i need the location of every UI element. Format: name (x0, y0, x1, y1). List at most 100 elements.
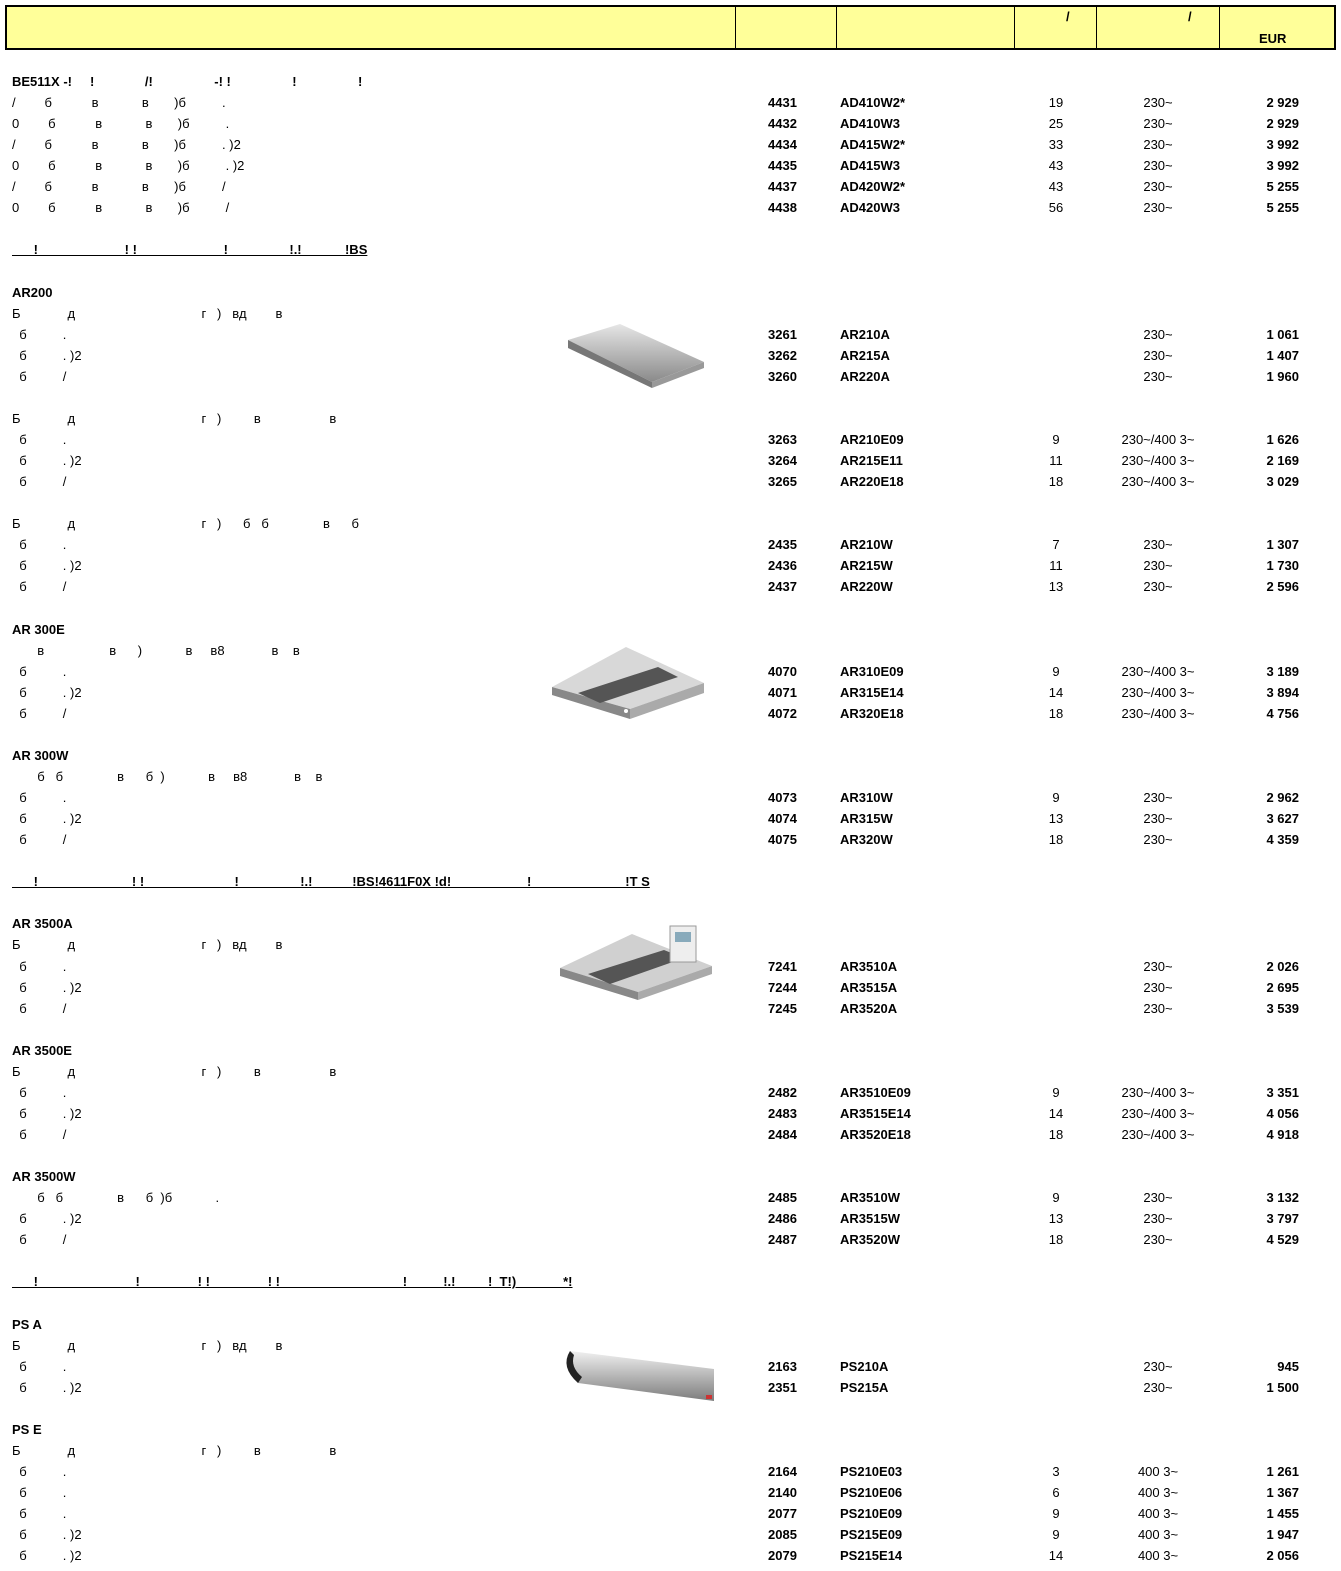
model: AR220A (840, 368, 890, 384)
price: 3 992 (1266, 158, 1299, 174)
article-code: 7245 (768, 1000, 797, 1016)
price: 2 026 (1266, 958, 1299, 974)
voltage: 230~ (1143, 979, 1173, 995)
group-title: BE511X -! ! /! -! ! ! ! (12, 74, 363, 89)
price: 5 255 (1266, 179, 1299, 195)
article-code: 2077 (768, 1506, 797, 1522)
voltage: 230~ (1143, 158, 1173, 174)
voltage: 230~ (1143, 1358, 1173, 1374)
model: AR310W (840, 790, 893, 806)
power: 9 (1052, 1084, 1060, 1100)
description: б . (12, 958, 67, 974)
description: б . )2 (12, 1105, 82, 1121)
col-sep (1219, 7, 1220, 48)
group-title: AR 300W (12, 747, 69, 763)
price: 1 261 (1266, 1463, 1299, 1479)
power: 13 (1048, 811, 1064, 827)
voltage: 230~ (1143, 790, 1173, 806)
voltage: 230~ (1143, 200, 1173, 216)
power: 14 (1048, 684, 1064, 700)
group-title: AR 3500E (12, 1042, 72, 1058)
description: б б в б ) в в8 в в (12, 768, 323, 784)
col-sep (1096, 7, 1097, 48)
power: 18 (1048, 1232, 1064, 1248)
description: б / (12, 832, 67, 848)
voltage: 230~ (1143, 958, 1173, 974)
voltage: 230~ (1143, 1379, 1173, 1395)
price: 2 962 (1266, 790, 1299, 806)
product-image (560, 925, 712, 1000)
power: 14 (1048, 1105, 1064, 1121)
article-code: 2437 (768, 579, 797, 595)
header-row: / / EUR (5, 5, 1336, 50)
article-code: 3260 (768, 368, 797, 384)
description: Б д г ) в в (12, 410, 337, 426)
model: AR320W (840, 832, 893, 848)
description: б . )2 (12, 1548, 82, 1564)
group-title: AR 3500W (12, 1169, 76, 1185)
power: 14 (1048, 1548, 1064, 1564)
voltage: 400 3~ (1137, 1527, 1179, 1543)
model: AR3510E09 (840, 1084, 911, 1100)
price: 2 929 (1266, 95, 1299, 111)
article-code: 4072 (768, 705, 797, 721)
col-sep (836, 7, 837, 48)
model: AR3515A (840, 979, 898, 995)
power: 18 (1048, 474, 1064, 490)
model: AR315W (840, 811, 893, 827)
voltage: 230~ (1143, 95, 1173, 111)
model: PS215E14 (840, 1548, 903, 1564)
voltage: 230~ (1143, 558, 1173, 574)
voltage: 230~/400 3~ (1121, 474, 1195, 490)
article-code: 3264 (768, 453, 797, 469)
voltage: 230~/400 3~ (1121, 1084, 1195, 1100)
article-code: 4434 (768, 137, 797, 153)
price: 1 947 (1266, 1527, 1299, 1543)
article-code: 4070 (768, 663, 797, 679)
article-code: 7241 (768, 958, 797, 974)
section-heading: ! ! ! ! !.! !BS (12, 242, 368, 258)
product-image (568, 324, 704, 388)
description: б . )2 (12, 1527, 82, 1543)
group-title: AR 3500A (12, 916, 73, 932)
group-title: PS E (12, 1421, 42, 1437)
model: AR320E18 (840, 705, 904, 721)
description: / б в в )б / (12, 179, 226, 195)
group-title: PS A (12, 1316, 42, 1332)
power: 6 (1052, 1485, 1060, 1501)
model: AD410W2* (840, 95, 906, 111)
voltage: 230~ (1143, 347, 1173, 363)
price: 4 056 (1266, 1105, 1299, 1121)
model: AR215A (840, 347, 890, 363)
power: 33 (1048, 137, 1064, 153)
description: б / (12, 474, 67, 490)
voltage: 230~ (1143, 1211, 1173, 1227)
power: 9 (1052, 1190, 1060, 1206)
voltage: 230~/400 3~ (1121, 663, 1195, 679)
model: AD420W2* (840, 179, 906, 195)
model: AR3510W (840, 1190, 900, 1206)
voltage: 230~/400 3~ (1121, 684, 1195, 700)
voltage: 230~ (1143, 179, 1173, 195)
model: AD415W2* (840, 137, 906, 153)
power: 9 (1052, 432, 1060, 448)
description: Б д г ) вд в (12, 305, 283, 321)
description: в в ) в в8 в в (12, 642, 300, 658)
voltage: 230~/400 3~ (1121, 1127, 1195, 1142)
price: 1 500 (1266, 1379, 1299, 1395)
price: 3 992 (1266, 137, 1299, 153)
power: 9 (1052, 663, 1060, 679)
description: б . )2 (12, 1211, 82, 1227)
header-cell: / (1188, 9, 1192, 24)
price: 1 455 (1266, 1506, 1299, 1522)
price: 1 307 (1266, 537, 1299, 553)
model: AD410W3 (840, 116, 900, 132)
article-code: 2484 (768, 1127, 797, 1142)
voltage: 230~ (1143, 811, 1173, 827)
power: 18 (1048, 705, 1064, 721)
description: б . (12, 537, 67, 553)
description: 0 б в в )б . )2 (12, 158, 245, 174)
model: AD415W3 (840, 158, 900, 174)
description: Б д г ) в в (12, 1063, 337, 1079)
article-code: 4075 (768, 832, 797, 848)
